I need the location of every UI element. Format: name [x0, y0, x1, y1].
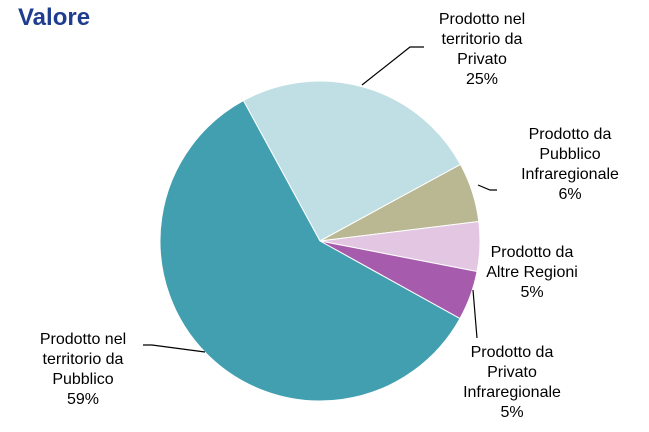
pie-slice: [159, 99, 461, 402]
value-label: 59%: [66, 391, 100, 408]
leader-line: [472, 289, 478, 339]
category-label: Prodotto da Altre Regioni: [486, 244, 578, 281]
value-label: 6%: [558, 186, 582, 203]
slice-label: Prodotto nel territorio da Pubblico 59%: [18, 330, 148, 410]
pie-slice: [242, 80, 462, 242]
slice-label: Prodotto da Pubblico Infraregionale 6%: [505, 125, 635, 205]
slice-label: Prodotto nel territorio da Privato 25%: [422, 10, 542, 90]
value-label: 5%: [500, 404, 524, 421]
value-label: 5%: [520, 284, 544, 301]
category-label: Prodotto nel territorio da Privato: [438, 11, 526, 68]
slice-label: Prodotto da Privato Infraregionale 5%: [447, 343, 577, 423]
category-label: Prodotto da Pubblico Infraregionale: [521, 126, 619, 183]
leader-line: [361, 46, 424, 86]
chart-title: Valore: [18, 4, 91, 31]
value-label: 25%: [465, 71, 499, 88]
slice-label: Prodotto da Altre Regioni 5%: [475, 243, 590, 303]
leader-line: [477, 184, 497, 191]
leader-line: [143, 344, 206, 353]
category-label: Prodotto nel territorio da Pubblico: [39, 331, 127, 388]
category-label: Prodotto da Privato Infraregionale: [463, 344, 561, 401]
